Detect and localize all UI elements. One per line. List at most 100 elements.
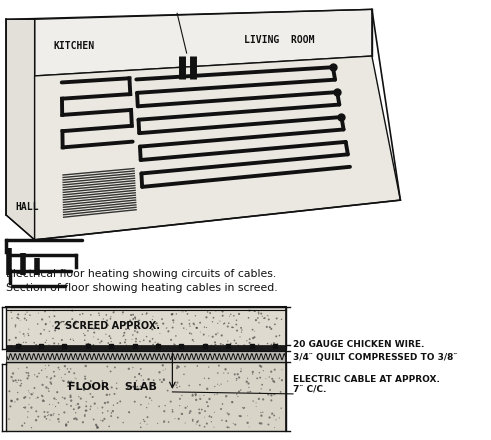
Point — [82, 341, 90, 348]
Point — [30, 307, 38, 314]
Point — [113, 385, 121, 392]
Point — [211, 409, 218, 416]
Point — [25, 332, 32, 339]
Point — [72, 415, 80, 422]
Point — [17, 341, 25, 348]
Point — [51, 373, 58, 380]
Point — [126, 409, 134, 416]
Point — [75, 393, 83, 400]
Point — [72, 318, 80, 325]
Point — [184, 310, 191, 317]
Point — [252, 400, 260, 407]
Point — [60, 409, 68, 416]
Point — [30, 385, 38, 392]
Point — [51, 395, 58, 402]
Point — [106, 391, 113, 398]
Point — [131, 324, 138, 331]
Point — [92, 422, 100, 429]
Point — [73, 324, 81, 331]
Point — [55, 364, 62, 371]
Point — [20, 339, 27, 346]
Point — [45, 388, 53, 395]
Point — [189, 416, 197, 423]
Point — [200, 375, 208, 382]
Point — [123, 381, 131, 389]
Point — [200, 414, 208, 421]
Point — [81, 412, 89, 419]
Point — [21, 420, 28, 427]
Point — [210, 314, 218, 321]
Point — [203, 420, 211, 427]
Point — [234, 393, 242, 400]
Point — [79, 310, 86, 317]
Point — [25, 389, 33, 396]
Point — [120, 332, 128, 339]
Point — [143, 310, 151, 317]
Point — [271, 366, 279, 373]
Point — [122, 341, 130, 348]
Point — [15, 340, 23, 347]
Bar — [6, 351, 286, 362]
Point — [35, 370, 43, 377]
Point — [195, 406, 203, 413]
Point — [82, 363, 90, 370]
Point — [40, 398, 48, 405]
Point — [133, 377, 140, 384]
Point — [46, 313, 54, 320]
Point — [89, 393, 97, 400]
Point — [146, 338, 154, 345]
Point — [122, 319, 130, 326]
Point — [45, 328, 53, 335]
Point — [45, 411, 53, 418]
Point — [107, 313, 115, 320]
Text: LIVING  ROOM: LIVING ROOM — [244, 35, 314, 45]
Point — [244, 375, 251, 382]
Point — [270, 412, 278, 419]
Point — [201, 407, 209, 414]
Point — [259, 409, 267, 416]
Point — [134, 386, 142, 393]
Point — [58, 337, 66, 344]
Point — [228, 324, 236, 331]
Point — [232, 377, 240, 384]
Point — [143, 414, 151, 421]
Point — [275, 375, 283, 382]
Point — [81, 373, 89, 380]
Point — [152, 320, 160, 327]
Point — [268, 325, 275, 332]
Point — [50, 340, 58, 347]
Point — [116, 340, 124, 347]
Point — [278, 377, 286, 384]
Point — [237, 324, 245, 331]
Point — [136, 338, 144, 345]
Point — [137, 401, 145, 408]
Point — [48, 374, 55, 381]
Point — [154, 420, 162, 427]
Point — [261, 315, 269, 322]
Point — [125, 326, 133, 333]
Point — [203, 385, 211, 392]
Point — [225, 320, 233, 327]
Point — [23, 317, 30, 324]
Point — [193, 324, 201, 331]
Point — [228, 399, 236, 406]
Point — [249, 368, 257, 375]
Point — [41, 339, 49, 346]
Point — [107, 315, 114, 323]
Point — [49, 401, 57, 408]
Point — [278, 366, 286, 373]
Point — [74, 400, 82, 407]
Point — [98, 338, 106, 345]
Point — [168, 311, 176, 318]
Point — [107, 335, 114, 342]
Point — [149, 313, 157, 320]
Point — [176, 402, 184, 409]
Point — [175, 415, 183, 422]
Point — [81, 337, 89, 344]
Point — [58, 394, 66, 401]
Point — [18, 422, 26, 429]
Point — [21, 404, 29, 411]
Point — [65, 368, 73, 375]
Point — [24, 414, 31, 421]
Point — [122, 326, 130, 333]
